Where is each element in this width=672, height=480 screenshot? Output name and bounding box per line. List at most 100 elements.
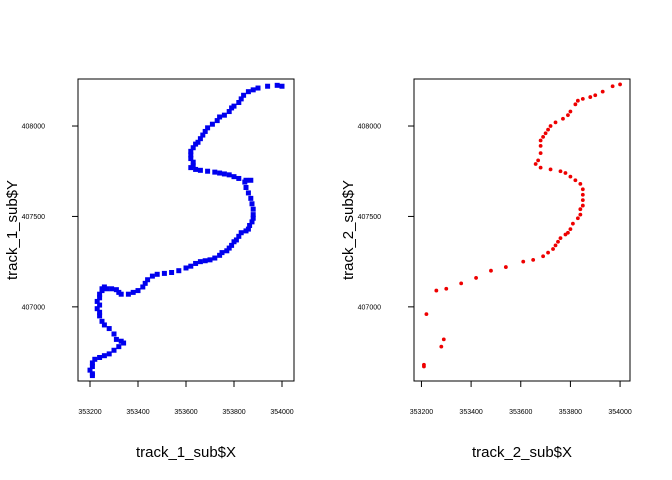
data-point	[190, 145, 196, 151]
data-point	[600, 89, 605, 94]
data-point	[561, 116, 565, 121]
data-point	[101, 353, 107, 359]
data-point	[217, 170, 223, 176]
data-point	[217, 114, 223, 120]
data-point	[521, 259, 526, 264]
data-point	[87, 367, 93, 373]
y-tick-label: 407500	[22, 214, 45, 221]
data-point	[563, 232, 568, 237]
data-point	[101, 322, 107, 328]
data-point	[149, 273, 155, 279]
data-point	[197, 136, 203, 142]
data-point	[202, 128, 208, 134]
data-point	[97, 302, 103, 308]
data-point	[209, 121, 215, 127]
data-point	[575, 216, 580, 221]
data-point	[243, 185, 249, 191]
data-point	[89, 360, 95, 366]
data-point	[247, 222, 253, 228]
data-point	[573, 102, 578, 107]
data-point	[249, 219, 255, 225]
plot-frame	[77, 78, 295, 382]
x-tick-label: 354000	[608, 409, 631, 416]
data-point	[618, 82, 622, 87]
data-point	[578, 207, 583, 212]
data-point	[541, 254, 546, 259]
data-point	[154, 271, 160, 277]
data-point	[193, 141, 199, 147]
data-point	[106, 326, 112, 332]
data-point	[274, 82, 280, 88]
x-tick-label: 353800	[559, 409, 582, 416]
data-point	[610, 84, 615, 89]
data-point	[89, 373, 95, 379]
data-point	[188, 148, 194, 154]
data-point	[97, 295, 103, 301]
data-point	[245, 89, 251, 95]
plot-frame	[413, 78, 631, 382]
x-tick-label: 353600	[174, 409, 197, 416]
data-point	[538, 144, 543, 148]
data-point	[570, 221, 575, 226]
data-point	[236, 175, 242, 181]
data-point	[538, 138, 543, 143]
data-point	[200, 132, 206, 138]
data-point	[135, 288, 141, 294]
data-point	[563, 171, 568, 175]
x-axis-title: track_2_sub$X	[472, 444, 572, 461]
data-point	[580, 187, 585, 192]
scatter-panel-track-2: 353200 353400 353600 353800 354000 407000 4075…	[340, 78, 632, 461]
data-point	[556, 239, 560, 244]
data-point	[207, 257, 213, 263]
data-point	[97, 313, 103, 319]
data-point	[217, 252, 223, 258]
data-point	[568, 227, 573, 231]
data-point	[212, 169, 218, 175]
data-point	[575, 98, 580, 103]
data-point	[221, 112, 227, 118]
data-point	[580, 198, 585, 203]
data-point	[226, 109, 232, 115]
data-point	[553, 243, 558, 248]
y-tick-label: 407000	[22, 304, 45, 311]
x-tick-label: 353800	[222, 409, 245, 416]
data-point	[422, 364, 426, 369]
data-point	[226, 245, 232, 251]
data-point	[92, 356, 98, 362]
data-point	[130, 289, 136, 295]
data-point	[111, 331, 117, 337]
data-point	[566, 113, 570, 118]
data-point	[543, 131, 548, 136]
data-point	[242, 179, 248, 185]
data-point	[503, 265, 508, 269]
data-point	[214, 118, 220, 124]
data-point	[202, 258, 208, 264]
data-point	[142, 280, 148, 286]
data-point	[265, 83, 271, 89]
y-tick-label: 407500	[358, 214, 381, 221]
data-point	[279, 83, 285, 89]
y-tick-label: 407000	[358, 304, 381, 311]
data-point	[249, 201, 255, 207]
data-point	[190, 159, 196, 165]
data-point	[248, 177, 254, 183]
data-point	[578, 212, 583, 217]
x-tick-label: 353600	[509, 409, 532, 416]
data-point	[580, 192, 585, 197]
data-point	[113, 336, 119, 342]
data-point	[424, 312, 429, 316]
data-point	[241, 92, 247, 98]
data-point	[176, 268, 182, 274]
data-point	[106, 351, 112, 357]
data-point	[568, 174, 573, 179]
data-point	[231, 239, 237, 245]
data-point	[434, 288, 439, 293]
data-point	[99, 288, 105, 294]
x-tick-label: 354000	[270, 409, 293, 416]
data-point	[568, 109, 573, 114]
data-point	[546, 250, 550, 255]
data-point	[109, 286, 115, 292]
x-tick-label: 353400	[126, 409, 149, 416]
x-tick-label: 353200	[78, 409, 101, 416]
